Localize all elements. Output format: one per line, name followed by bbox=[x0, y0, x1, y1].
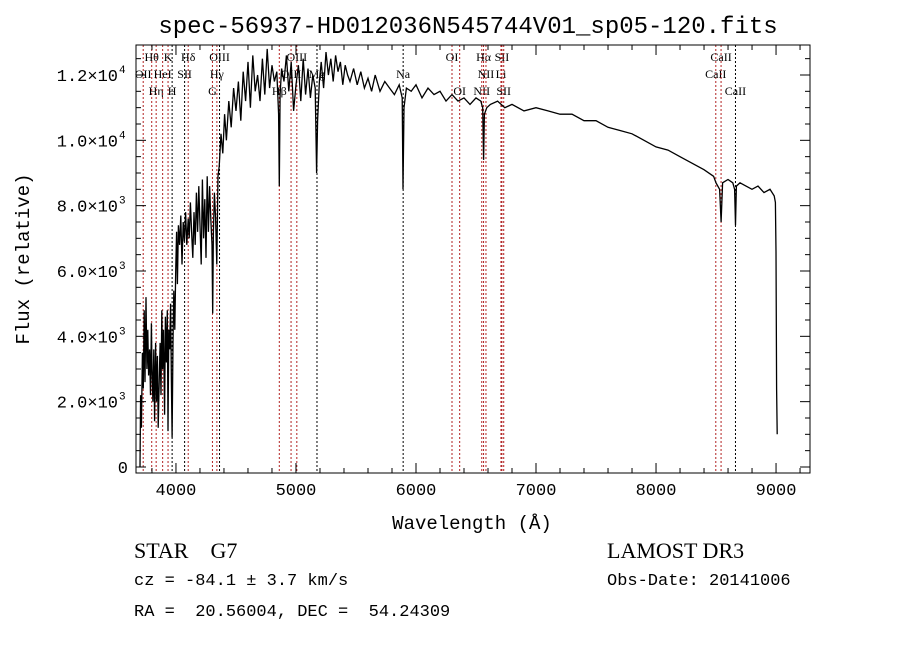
spectral-line-label: Li bbox=[496, 67, 507, 81]
spectral-line-label: NII bbox=[478, 67, 495, 81]
y-tick-exponent: 3 bbox=[119, 326, 126, 338]
x-tick-label: 5000 bbox=[276, 482, 317, 501]
spectral-line-label: G bbox=[208, 84, 217, 98]
x-tick-label: 7000 bbox=[516, 482, 557, 501]
spectral-line-label: OI bbox=[453, 84, 466, 98]
spectral-line-label: CaII bbox=[705, 67, 726, 81]
y-tick-label: 2.0×10 bbox=[57, 395, 118, 414]
spectral-line-label: CaII bbox=[725, 84, 746, 98]
spectral-line-label: Hγ bbox=[210, 67, 225, 81]
y-tick-label: 1.2×10 bbox=[57, 68, 118, 87]
spectral-line-label: OII bbox=[135, 67, 152, 81]
y-tick-label: 4.0×10 bbox=[57, 329, 118, 348]
spectral-line-label: H bbox=[168, 84, 177, 98]
spectral-line-label: OIII bbox=[281, 67, 302, 81]
x-axis-label: Wavelength (Å) bbox=[392, 513, 552, 535]
y-tick-exponent: 4 bbox=[119, 130, 126, 142]
x-tick-label: 4000 bbox=[156, 482, 197, 501]
spectral-line-label: NII bbox=[473, 84, 490, 98]
spectral-line-label: Hδ bbox=[181, 50, 196, 64]
survey-name: LAMOST DR3 bbox=[607, 538, 745, 563]
spectral-line-label: CaII bbox=[710, 50, 731, 64]
y-tick-label: 6.0×10 bbox=[57, 264, 118, 283]
x-tick-label: 8000 bbox=[636, 482, 677, 501]
y-tick-label: 8.0×10 bbox=[57, 199, 118, 218]
x-tick-label: 9000 bbox=[756, 482, 797, 501]
spectral-line-label: SII bbox=[495, 50, 510, 64]
spectral-line-label: SII bbox=[177, 67, 192, 81]
spectral-line-label: HeI bbox=[154, 67, 172, 81]
y-tick-label: 1.0×10 bbox=[57, 133, 118, 152]
spectral-line-label: OIII bbox=[209, 50, 230, 64]
ra-dec: RA = 20.56004, DEC = 54.24309 bbox=[134, 603, 451, 622]
y-tick-exponent: 3 bbox=[119, 392, 126, 404]
spectral-line-label: K bbox=[164, 50, 173, 64]
y-tick-exponent: 3 bbox=[119, 196, 126, 208]
spectral-line-label: SII bbox=[496, 84, 511, 98]
spectral-line-label: OIII bbox=[286, 50, 307, 64]
spectral-line-label: Hβ bbox=[272, 84, 287, 98]
chart-title: spec-56937-HD012036N545744V01_sp05-120.f… bbox=[158, 14, 777, 41]
obs-date: Obs-Date: 20141006 bbox=[607, 572, 791, 591]
spectral-line-label: Hη bbox=[149, 84, 164, 98]
y-tick-label: 0 bbox=[118, 460, 128, 479]
plot-frame bbox=[135, 44, 811, 474]
spectrum-line bbox=[139, 48, 778, 468]
spectral-line-label: Na bbox=[396, 67, 411, 81]
redshift-cz: cz = -84.1 ± 3.7 km/s bbox=[134, 572, 349, 591]
spectral-line-label: OI bbox=[446, 50, 459, 64]
x-tick-label: 6000 bbox=[396, 482, 437, 501]
spectral-line-label: Hθ bbox=[145, 50, 160, 64]
y-tick-exponent: 4 bbox=[119, 65, 126, 77]
y-tick-exponent: 3 bbox=[119, 261, 126, 273]
spectral-line-label: Hα bbox=[476, 50, 492, 64]
y-axis-label: Flux (relative) bbox=[13, 173, 35, 344]
object-class: STAR G7 bbox=[134, 538, 238, 563]
